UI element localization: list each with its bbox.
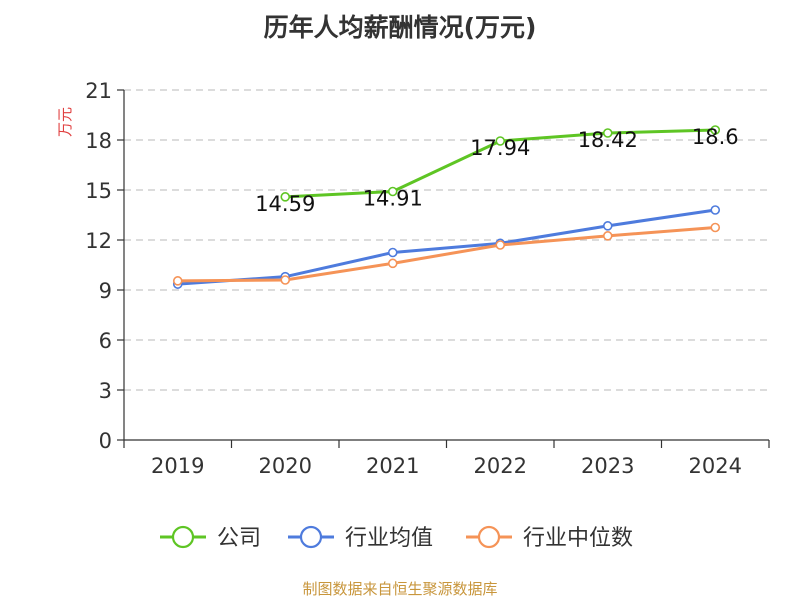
y-tick-label: 3 bbox=[99, 379, 112, 403]
y-tick-label: 21 bbox=[85, 79, 112, 103]
x-tick-label: 2022 bbox=[474, 454, 527, 478]
y-tick-label: 12 bbox=[85, 229, 112, 253]
data-point-company bbox=[602, 128, 613, 138]
data-point-industry_avg bbox=[387, 247, 398, 258]
x-tick-label: 2019 bbox=[151, 454, 204, 478]
y-tick-label: 15 bbox=[85, 179, 112, 203]
y-axis-label: 万元 bbox=[56, 107, 74, 137]
data-point-company bbox=[387, 186, 398, 197]
data-point-industry_median bbox=[710, 222, 721, 233]
data-point-industry_median bbox=[495, 240, 506, 250]
data-point-industry_median bbox=[172, 276, 183, 286]
chart-title: 历年人均薪酬情况(万元) bbox=[263, 13, 537, 42]
data-point-company bbox=[710, 125, 721, 135]
legend-marker-industry_avg bbox=[299, 525, 323, 549]
y-tick-label: 6 bbox=[99, 329, 112, 353]
series-line-industry_avg bbox=[177, 208, 716, 286]
data-point-company bbox=[495, 136, 506, 146]
data-label: 14.59 bbox=[255, 192, 315, 216]
series-line-industry_median bbox=[177, 226, 716, 283]
data-point-industry_avg bbox=[602, 221, 613, 231]
data-label: 18.42 bbox=[578, 128, 638, 152]
x-tick-label: 2024 bbox=[689, 454, 742, 478]
x-tick-label: 2021 bbox=[366, 454, 419, 478]
legend-label-industry_median: 行业中位数 bbox=[523, 526, 633, 551]
data-point-company bbox=[280, 192, 291, 202]
data-label: 14.91 bbox=[363, 187, 423, 211]
legend-label-company: 公司 bbox=[217, 526, 261, 551]
data-label: 18.6 bbox=[692, 125, 739, 149]
data-point-industry_median bbox=[280, 275, 291, 285]
y-tick-label: 0 bbox=[99, 429, 112, 453]
x-tick-label: 2020 bbox=[259, 454, 312, 478]
source-note: 制图数据来自恒生聚源数据库 bbox=[302, 580, 498, 598]
legend-marker-company bbox=[171, 525, 195, 549]
data-point-industry_median bbox=[387, 258, 398, 269]
legend-label-industry_avg: 行业均值 bbox=[345, 526, 433, 551]
legend-marker-industry_median bbox=[477, 525, 501, 549]
data-label: 17.94 bbox=[470, 136, 530, 160]
data-point-industry_median bbox=[602, 231, 613, 241]
x-tick-label: 2023 bbox=[581, 454, 634, 478]
y-tick-label: 9 bbox=[99, 279, 112, 303]
y-tick-label: 18 bbox=[85, 129, 112, 153]
data-point-industry_avg bbox=[710, 205, 721, 215]
